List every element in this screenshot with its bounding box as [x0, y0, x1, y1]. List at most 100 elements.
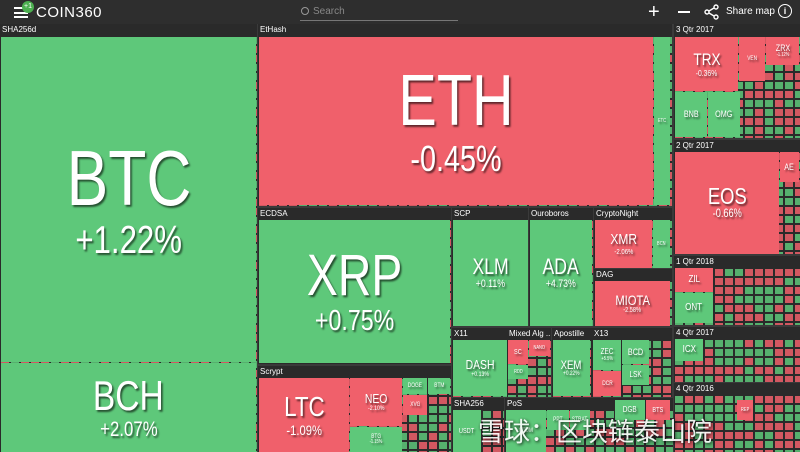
coin-tile[interactable]: MIOTA -2.58% — [595, 281, 670, 326]
coin-tile[interactable]: XEM +0.22% — [553, 340, 590, 396]
mosaic-cell — [518, 377, 526, 384]
add-button[interactable]: + — [648, 1, 660, 23]
mosaic-cell — [636, 447, 644, 452]
coin-tile[interactable]: OMG — [708, 92, 740, 137]
coin-symbol: ZEC — [600, 347, 614, 357]
mosaic-cell — [675, 414, 683, 421]
mosaic-cell — [795, 136, 800, 138]
mosaic-cell — [745, 109, 753, 116]
coin-tile[interactable]: ADA +4.73% — [530, 220, 592, 326]
coin-tile[interactable]: ZIL — [675, 268, 713, 292]
mosaic-cell — [675, 396, 683, 403]
section-title: ECDSA — [260, 209, 288, 218]
coin-tile[interactable]: ONT — [675, 293, 713, 323]
mosaic-cell — [795, 367, 800, 374]
mosaic-cell — [538, 386, 546, 393]
coin-tile[interactable]: LTC -1.09% — [259, 378, 349, 452]
coin-tile[interactable]: BTC +1.22% — [1, 37, 256, 362]
coin-tile[interactable]: ZEC +5.5% — [593, 340, 621, 370]
mosaic-cell — [429, 433, 437, 440]
coin-tile[interactable]: BCH +2.07% — [1, 363, 256, 452]
coin-tile[interactable]: PPT — [547, 410, 569, 430]
mosaic-cell — [785, 91, 793, 98]
coin-tile[interactable]: BTS — [646, 400, 670, 420]
coin-tile[interactable]: SC — [508, 340, 528, 364]
coin-tile[interactable]: ETH -0.45% — [259, 37, 653, 205]
share-map[interactable]: Share map — [726, 6, 775, 17]
mosaic-cell — [669, 37, 672, 44]
coin-tile[interactable]: DGB — [615, 400, 645, 420]
mosaic-cell — [663, 341, 671, 348]
mosaic-cell — [775, 127, 783, 134]
coin-tile[interactable]: AE — [780, 152, 799, 182]
coin-tile[interactable]: NANO — [529, 340, 550, 356]
coin-tile[interactable]: XRP +0.75% — [259, 220, 450, 363]
mosaic-cell — [503, 420, 504, 427]
coin-tile[interactable]: XMR -2.06% — [595, 220, 652, 268]
mosaic-cell — [449, 230, 451, 237]
mosaic-cell — [538, 395, 546, 397]
coin-tile[interactable]: BTM — [428, 378, 450, 394]
coin-symbol: REP — [740, 406, 750, 413]
mosaic-cell — [649, 163, 657, 170]
coin-tile[interactable]: TRX -0.36% — [675, 37, 738, 91]
coin-tile[interactable]: XLM +0.11% — [453, 220, 528, 326]
mosaic-cell — [493, 447, 501, 452]
mosaic-cell — [449, 266, 451, 273]
coin-tile[interactable]: EOS -0.66% — [675, 152, 779, 254]
coin-tile[interactable]: XVG — [403, 395, 427, 415]
coin-tile[interactable]: BCD — [622, 340, 649, 364]
coin-tile[interactable]: RDD — [508, 365, 528, 379]
coin-tile[interactable]: ETC — [654, 37, 670, 205]
coin-symbol: RDD — [513, 368, 523, 375]
mosaic-cell — [653, 377, 661, 384]
coin-symbol: OMG — [715, 109, 733, 119]
menu-icon[interactable] — [14, 7, 28, 18]
mosaic-cell — [745, 323, 753, 325]
mosaic-cell — [626, 429, 634, 436]
coin-tile[interactable]: REP — [737, 400, 753, 420]
mosaic-cell — [669, 145, 672, 152]
mosaic-cell — [785, 243, 793, 250]
mosaic-cell — [795, 349, 800, 356]
coin-tile[interactable]: VEN — [739, 37, 765, 81]
mosaic-cell — [636, 420, 644, 427]
mosaic-cell — [755, 396, 763, 403]
mosaic-cell — [606, 429, 614, 436]
coin-tile[interactable]: DCR — [593, 371, 621, 396]
share-icon[interactable] — [704, 4, 720, 20]
mosaic-cell — [656, 420, 664, 427]
mosaic-cell — [745, 349, 753, 356]
coin-tile[interactable]: STRAT — [570, 410, 590, 430]
mosaic-cell — [705, 423, 713, 430]
coin-tile[interactable]: BNB — [675, 92, 707, 137]
coin-tile[interactable]: USDT — [453, 410, 481, 452]
mosaic-cell — [596, 411, 604, 418]
mosaic-cell — [715, 340, 723, 347]
search-box[interactable]: Search — [300, 3, 458, 21]
mosaic-cell — [566, 447, 574, 452]
coin-tile[interactable]: LSK — [622, 365, 649, 385]
coin-tile[interactable]: QTUM — [506, 410, 546, 452]
mosaic-cell — [715, 358, 723, 365]
mosaic-cell — [725, 323, 733, 325]
mosaic-cell — [636, 438, 644, 445]
coin-tile[interactable]: BCN — [653, 220, 670, 268]
info-button[interactable]: i — [778, 4, 792, 18]
coin-tile[interactable]: NEO -2.10% — [350, 378, 402, 426]
mosaic-cell — [409, 424, 417, 431]
coin-tile[interactable]: BTG -1.15% — [350, 427, 402, 452]
mosaic-cell — [695, 441, 703, 448]
mosaic-cell — [765, 314, 773, 321]
mosaic-cell — [715, 441, 723, 448]
mosaic-cell — [725, 432, 733, 439]
mosaic-cell — [785, 376, 793, 382]
coin-tile[interactable]: ICX — [675, 339, 703, 361]
mosaic-cell — [765, 340, 773, 347]
logo[interactable]: COIN360 — [36, 4, 103, 21]
coin-tile[interactable]: ZRX -1.12% — [766, 37, 799, 65]
mosaic-cell — [725, 349, 733, 356]
coin-tile[interactable]: DASH +0.13% — [453, 340, 507, 396]
coin-tile[interactable]: DOGE — [403, 378, 427, 394]
minus-button[interactable] — [678, 11, 690, 13]
